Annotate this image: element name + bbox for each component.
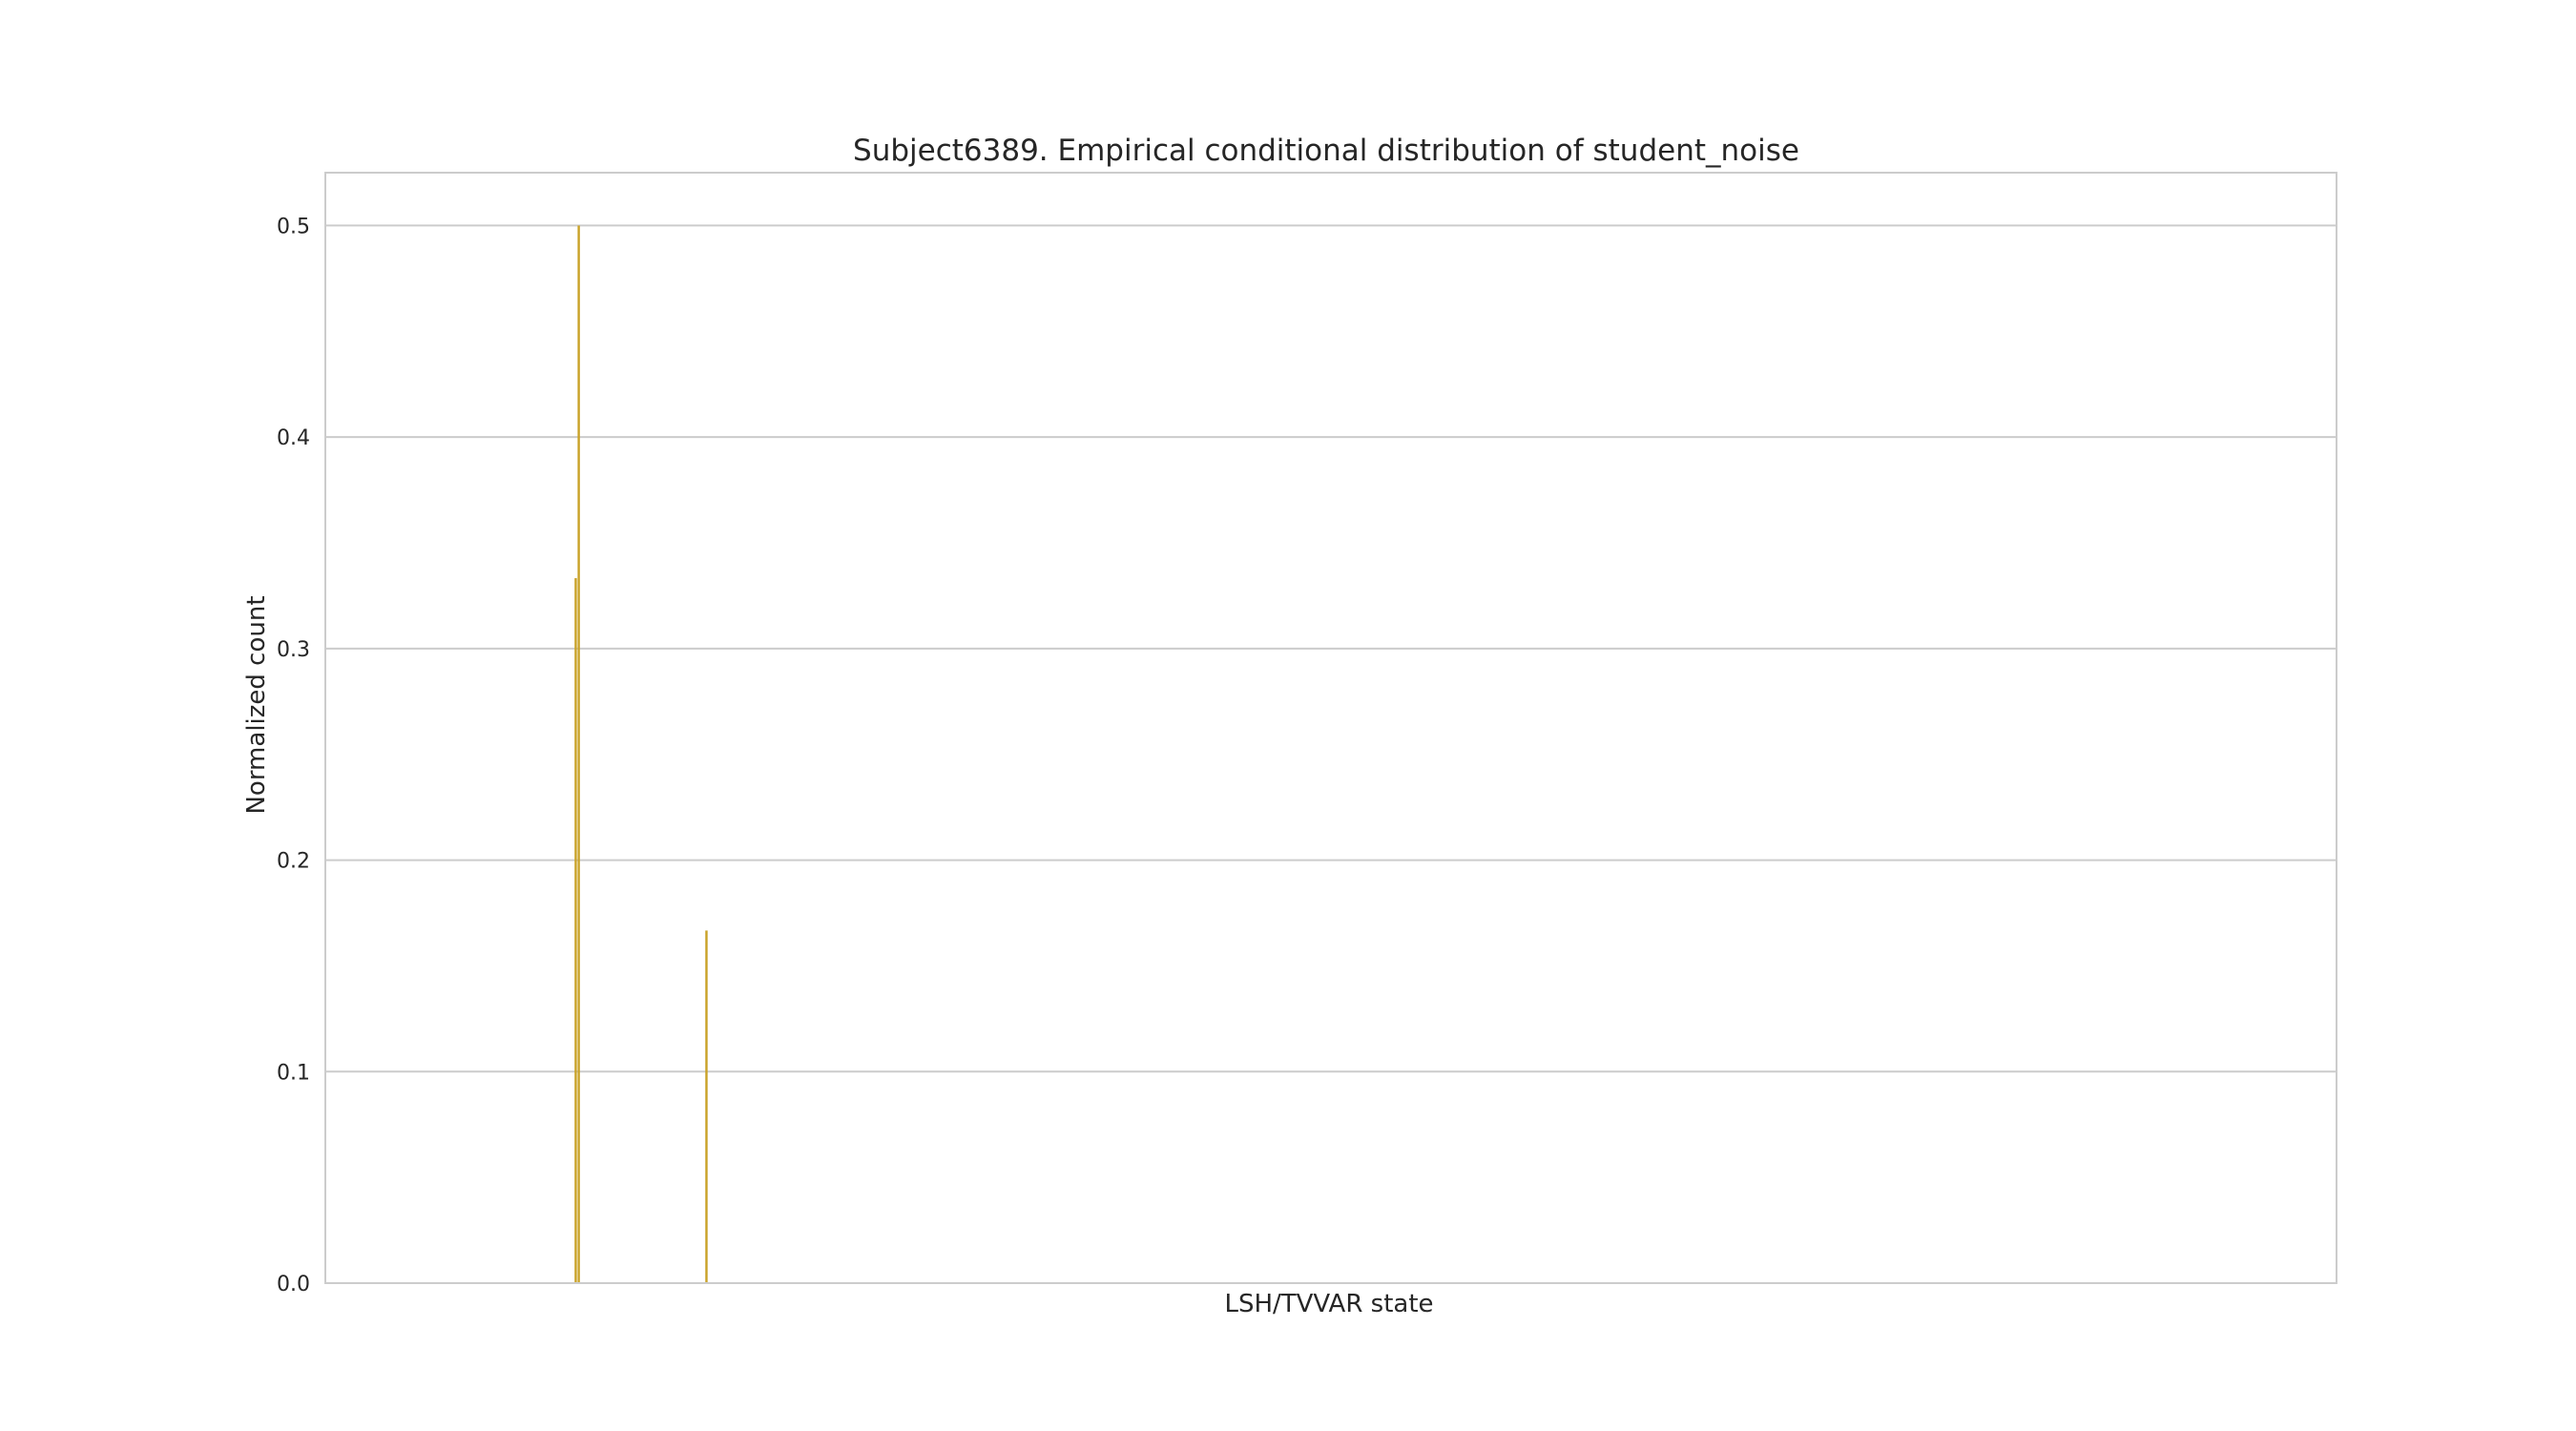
- y-tick-label: 0.4: [277, 426, 310, 450]
- bar: [705, 930, 708, 1283]
- bar: [577, 225, 580, 1283]
- y-tick-label: 0.3: [277, 638, 310, 662]
- y-tick-label: 0.2: [277, 850, 310, 874]
- bars: [574, 225, 708, 1283]
- x-axis-label: LSH/TVVAR state: [1224, 1290, 1433, 1318]
- y-axis-label: Normalized count: [242, 595, 271, 814]
- bar: [574, 578, 577, 1283]
- y-tick-label: 0.0: [277, 1273, 310, 1296]
- plot-frame: [324, 172, 2337, 1284]
- grid-lines: [325, 224, 2337, 1284]
- y-tick-label: 0.1: [277, 1061, 310, 1085]
- chart-title: Subject6389. Empirical conditional distr…: [853, 134, 1799, 168]
- y-tick-label: 0.5: [277, 215, 310, 238]
- y-tick-labels: 0.0 0.1 0.2 0.3 0.4 0.5: [277, 215, 310, 1296]
